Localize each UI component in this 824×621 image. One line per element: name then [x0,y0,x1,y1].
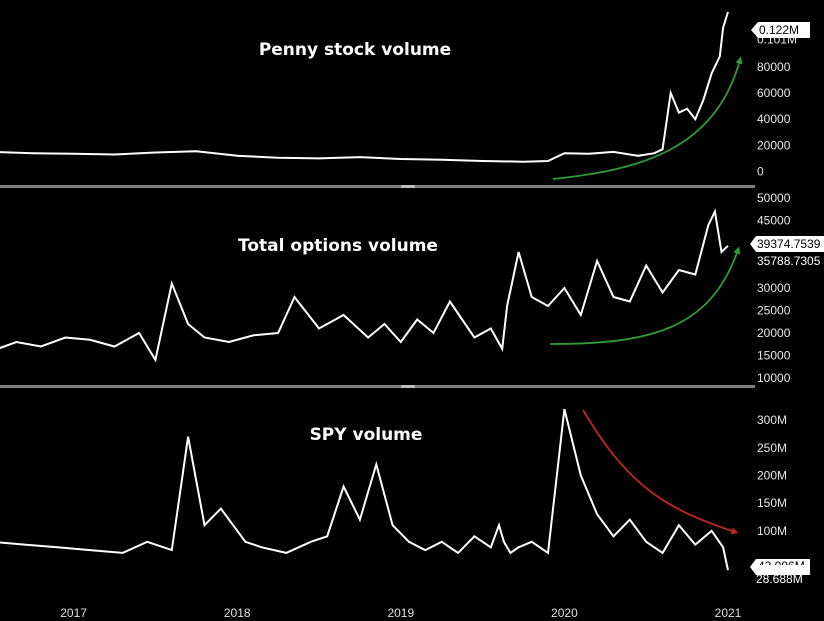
trend-arrow-spy [582,409,739,535]
y-tick-label: 150M [757,496,787,510]
last-value-label-spy: 28.688M [756,572,803,586]
secondary-value-label-options: 35788.7305 [757,254,821,268]
y-tick-label: 20000 [757,326,791,340]
last-value-label-penny: 0.122M [759,23,799,37]
y-tick-label: 15000 [757,349,791,363]
x-tick-label: 2021 [715,606,742,620]
y-tick-label: 300M [757,413,787,427]
panel-divider-top[interactable] [0,185,755,188]
y-tick-label: 250M [757,441,787,455]
y-tick-label: 60000 [757,86,791,100]
panel-divider-handle-bottom[interactable] [401,385,415,388]
y-tick-label: 200M [757,468,787,482]
panel-title-options: Total options volume [238,236,438,256]
last-value-flag-spy [750,559,810,575]
y-tick-label: 50000 [757,191,791,205]
x-tick-label: 2018 [224,606,251,620]
x-axis: 2017 2018 2019 2020 2021 [60,606,741,620]
y-tick-label: 45000 [757,214,791,228]
y-tick-label: 30000 [757,281,791,295]
x-tick-label: 2019 [387,606,414,620]
y-tick-label: 40000 [757,112,791,126]
panel-penny-stock: Penny stock volume 0 20000 40000 60000 80000… [0,11,810,180]
panel-total-options: Total options volume 10000 15000 20000 2500… [0,191,824,385]
y-tick-label: 20000 [757,138,791,152]
last-value-flag-options [750,236,824,252]
trend-arrow-options [549,246,741,345]
trend-arrow-penny [552,56,743,180]
panel-divider-handle-top[interactable] [401,185,415,188]
y-tick-label: 25000 [757,304,791,318]
x-tick-label: 2020 [551,606,578,620]
y-tick-label: 10000 [757,371,791,385]
y-axis-spy: 100M 150M 200M 250M 300M [757,413,787,538]
y-axis-options: 10000 15000 20000 25000 30000 45000 50000 [757,191,791,385]
last-value-flag-penny [751,22,810,38]
panel-divider-bottom[interactable] [0,385,755,388]
panel-title-spy: SPY volume [310,425,423,445]
series-line-penny [0,11,729,163]
y-tick-label: 80000 [757,60,791,74]
y-tick-label: 0 [757,165,764,179]
x-tick-label: 2017 [60,606,87,620]
series-line-spy [0,408,729,571]
panel-title-penny: Penny stock volume [259,40,451,60]
last-value-label-options: 39374.7539 [757,237,821,251]
y-tick-label: 100M [757,524,787,538]
series-line-options [0,208,729,363]
